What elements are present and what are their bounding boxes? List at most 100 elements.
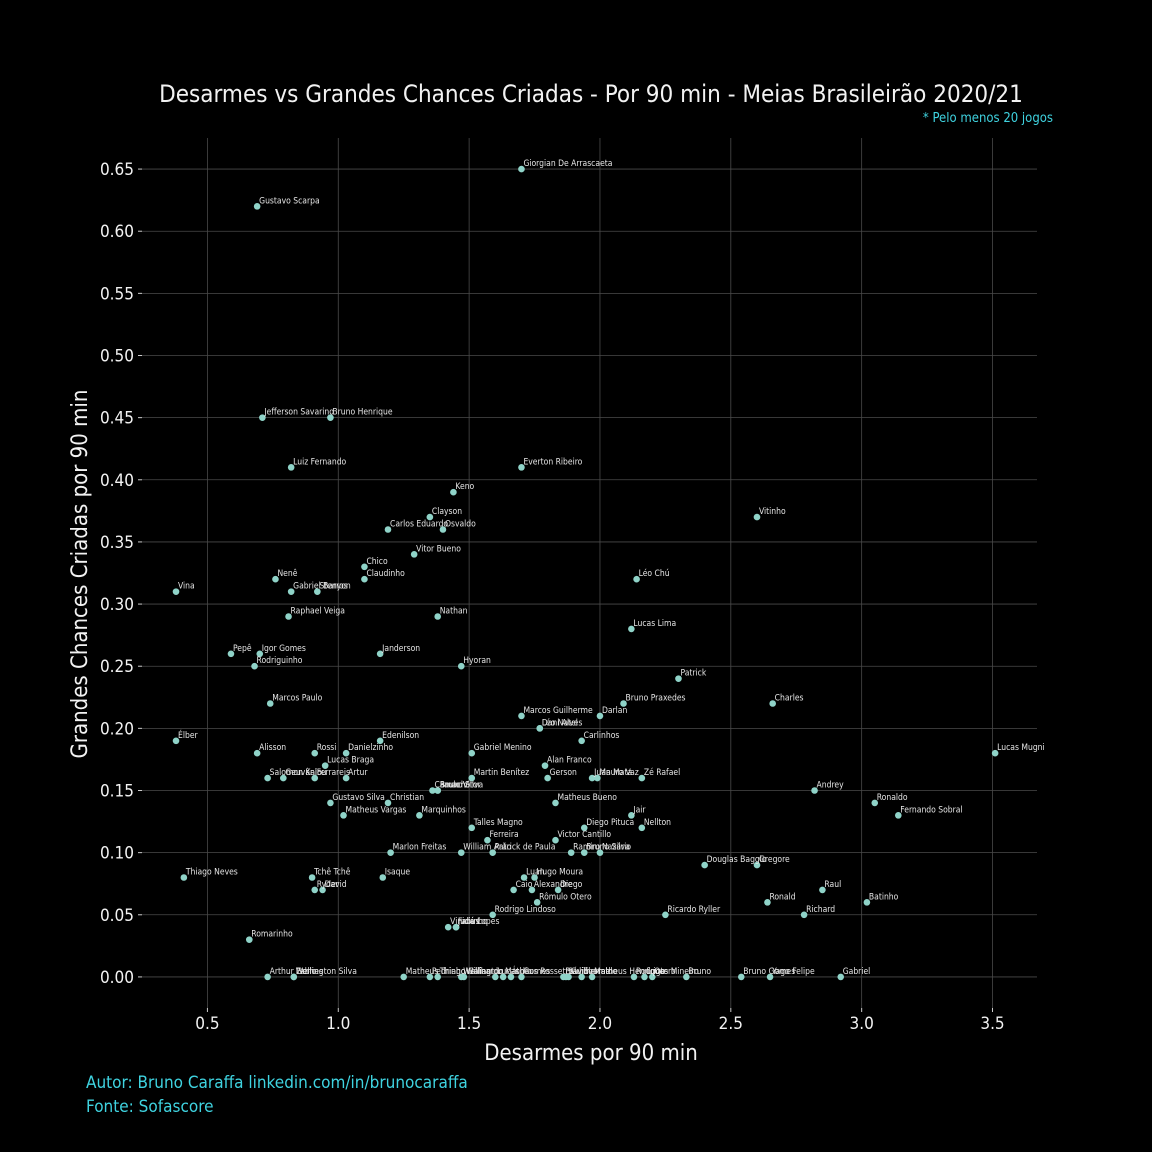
data-point	[800, 911, 808, 919]
data-label: Wellington Silva	[296, 967, 357, 977]
data-label: Gabriel Menino	[474, 743, 532, 753]
data-label: Charles	[775, 694, 804, 704]
data-point	[871, 799, 879, 807]
data-point	[764, 899, 771, 906]
data-point	[895, 812, 902, 819]
data-label: Sávio	[568, 967, 589, 977]
y-tick-label: 0.25	[100, 657, 134, 677]
data-point	[567, 849, 575, 856]
data-point	[649, 973, 656, 981]
data-label: Fabinho	[458, 917, 488, 927]
y-tick-label: 0.65	[100, 160, 134, 180]
data-label: Dani Alves	[542, 718, 583, 728]
data-point	[641, 973, 648, 981]
data-label: Tchê Tchê	[313, 867, 351, 878]
data-label: Nenê	[277, 568, 297, 579]
data-point	[308, 874, 316, 881]
data-label: Matheus Henrique	[594, 967, 664, 977]
data-label: Raul	[824, 880, 841, 890]
data-point	[172, 737, 180, 745]
data-point	[489, 849, 496, 856]
data-label: Willian	[466, 967, 492, 977]
data-point	[376, 737, 384, 745]
y-tick-label: 0.20	[100, 719, 134, 739]
data-label: Luiz Fernando	[293, 457, 346, 467]
data-point	[426, 513, 434, 521]
data-label: Alan Franco	[547, 756, 592, 766]
data-label: Richard	[806, 905, 835, 915]
data-point	[434, 613, 442, 620]
data-label: Judá Lopes	[457, 917, 499, 927]
y-axis-ticks: 0.00 0.05 0.10 0.15 0.20 0.25 0.30 0.35 0.40 0.45…	[100, 160, 142, 988]
data-label: Gabriel	[843, 967, 871, 977]
y-tick-label: 0.55	[100, 284, 134, 304]
grid-lines	[142, 138, 1037, 1008]
data-point	[251, 662, 258, 670]
data-point	[662, 911, 669, 919]
chart-title: Desarmes vs Grandes Chances Criadas - Po…	[159, 80, 1023, 108]
data-label: Lucas Lima	[633, 619, 676, 629]
data-label: Guilherme	[571, 967, 611, 977]
y-axis-label: Grandes Chances Criadas por 90 min	[68, 390, 93, 759]
data-point	[510, 886, 517, 894]
data-label: Pablo	[296, 967, 317, 977]
x-tick-label: 2.0	[588, 1014, 612, 1034]
data-point	[426, 973, 434, 981]
x-tick-label: 0.5	[195, 1014, 219, 1034]
data-label: Matheus Rossetto	[505, 967, 573, 977]
footer-author: Autor: Bruno Caraffa linkedin.com/in/bru…	[86, 1073, 468, 1093]
data-label: Gregore	[759, 855, 790, 865]
data-point	[384, 799, 392, 807]
data-label: Nellton	[644, 818, 671, 828]
data-label: Carlos Eduardo	[390, 520, 448, 530]
y-tick-label: 0.45	[100, 409, 134, 429]
data-point	[628, 812, 635, 819]
point-labels: Giorgian De Arrascaeta Gustavo Scarpa Jeff…	[178, 159, 1045, 977]
data-label: Pedrinho	[432, 967, 466, 977]
data-point	[361, 563, 368, 571]
data-point	[400, 973, 407, 981]
data-point	[638, 774, 646, 782]
data-point	[991, 749, 999, 757]
data-point	[683, 973, 690, 981]
data-label: Marcos Guilherme	[523, 706, 593, 716]
data-label: Carlinhos	[584, 731, 620, 741]
data-label: Rodriguinho	[257, 656, 303, 666]
data-label: Bruno Gomes	[743, 967, 795, 977]
chart-subtitle: * Pelo menos 20 jogos	[923, 111, 1053, 126]
data-label: Janderson	[381, 644, 420, 654]
data-label: Vitinho	[759, 507, 786, 517]
data-label: Wellington	[463, 967, 504, 977]
data-point	[520, 874, 528, 881]
data-point	[499, 973, 507, 981]
data-point	[628, 625, 635, 633]
data-point	[280, 774, 287, 782]
data-label: Índio	[513, 965, 532, 977]
data-point	[580, 849, 588, 856]
data-label: Rodrigo	[636, 967, 666, 977]
data-point	[253, 749, 261, 757]
data-label: Gerson	[550, 768, 577, 778]
data-point	[541, 762, 549, 769]
data-label: Keno	[455, 482, 474, 492]
data-point	[457, 662, 465, 670]
data-point	[863, 899, 871, 906]
data-point	[327, 414, 334, 421]
data-label: Hugo Moura	[537, 868, 584, 878]
data-point	[439, 526, 447, 533]
data-label: Danielzinho	[348, 743, 393, 753]
data-point	[536, 725, 544, 732]
data-label: Raphael Veiga	[291, 607, 345, 617]
y-tick-label: 0.30	[100, 595, 134, 615]
data-label: Bruno Henrique	[332, 408, 392, 418]
data-point	[327, 799, 334, 807]
data-label: Hyoran	[463, 656, 491, 666]
data-label: Marlon Freitas	[393, 843, 447, 853]
data-label: Patrick	[680, 669, 706, 679]
data-label: Gustavo Silva	[332, 793, 384, 803]
data-point	[434, 787, 442, 794]
data-label: Fernando Sobral	[900, 805, 962, 815]
data-point	[753, 513, 761, 521]
data-label: Juan Mata	[593, 768, 632, 778]
